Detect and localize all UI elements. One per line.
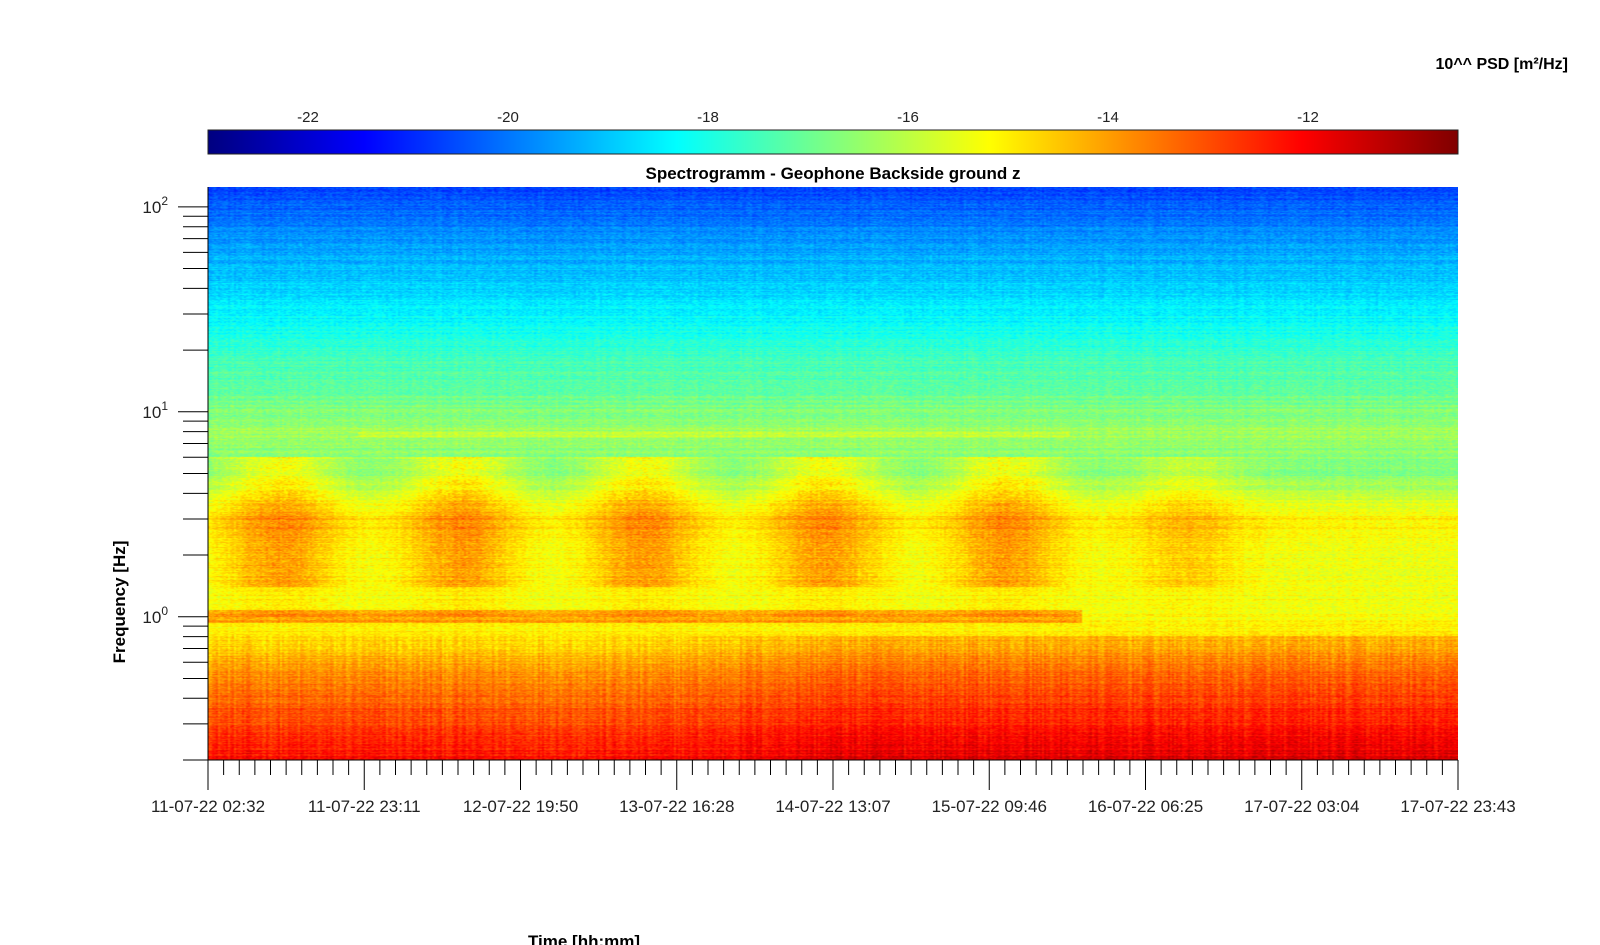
y-tick-label: 100 [142, 604, 168, 627]
x-tick-label: 16-07-22 06:25 [1088, 797, 1203, 816]
chart-title: Spectrogramm - Geophone Backside ground … [645, 164, 1020, 183]
x-tick-label: 13-07-22 16:28 [619, 797, 734, 816]
x-tick-label: 12-07-22 19:50 [463, 797, 578, 816]
x-tick-label: 15-07-22 09:46 [932, 797, 1047, 816]
y-tick-label: 101 [142, 399, 168, 422]
spectrogram-heatmap [208, 187, 1458, 760]
y-axis-label: Frequency [Hz] [110, 541, 129, 664]
plot-area [207, 187, 1458, 761]
x-tick-label: 11-07-22 23:11 [308, 797, 421, 816]
x-axis-ticks: 11-07-22 02:32 11-07-22 23:11 12-07-22 19:… [151, 760, 1516, 816]
x-tick-label: 14-07-22 13:07 [775, 797, 890, 816]
x-tick-label: 17-07-22 03:04 [1244, 797, 1359, 816]
colorbar-tick-label: -12 [1297, 109, 1319, 126]
colorbar-tick-label: -14 [1097, 109, 1119, 126]
y-tick-label: 102 [142, 194, 168, 217]
colorbar-tick-label: -16 [897, 109, 919, 126]
colorbar-label: 10^^ PSD [m²/Hz] [1436, 56, 1568, 73]
colorbar-tick-label: -18 [697, 109, 719, 126]
x-axis-label: Time [hh:mm] [528, 932, 640, 945]
colorbar-gradient [207, 129, 1459, 155]
colorbar-tick-label: -20 [497, 109, 519, 126]
colorbar-tick-label: -22 [297, 109, 319, 126]
colorbar: 10^^ PSD [m²/Hz] -22 -20 -18 -16 -14 -12 [207, 56, 1568, 155]
y-axis-ticks: 100 101 102 [142, 194, 208, 761]
x-tick-label: 11-07-22 02:32 [151, 797, 265, 816]
x-tick-label: 17-07-22 23:43 [1400, 797, 1515, 816]
